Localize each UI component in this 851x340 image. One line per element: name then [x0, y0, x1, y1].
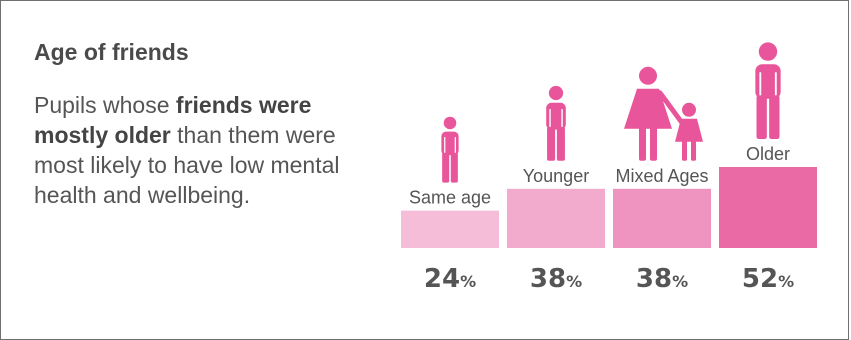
category-label: Mixed Ages [615, 166, 708, 186]
standing-person-icon [755, 42, 781, 139]
value-label: 38% [636, 264, 688, 294]
chart-title: Age of friends [34, 39, 189, 65]
bar-chart: Same age 24% Younger 38% Mixed Ages 38% Older 5… [401, 42, 817, 294]
adult-with-child-icon [624, 66, 703, 161]
description-text-start: Pupils whose [34, 92, 176, 118]
bar-mixed-ages [613, 188, 711, 248]
chart-description: Pupils whose friends were mostly older t… [34, 90, 354, 210]
description-text-bold: friends were mostly older [34, 92, 312, 148]
bar-same-age [401, 210, 499, 248]
value-label: 38% [530, 264, 582, 294]
value-label: 52% [742, 264, 794, 294]
standing-person-icon [441, 116, 459, 183]
category-label: Younger [523, 166, 589, 186]
category-label: Older [746, 144, 790, 164]
bar-younger [507, 188, 605, 248]
value-label: 24% [424, 264, 476, 294]
standing-person-icon [546, 85, 566, 161]
bar-older [719, 167, 817, 248]
description-text-end: than them were most likely to have low m… [34, 122, 340, 208]
category-label: Same age [409, 188, 491, 208]
